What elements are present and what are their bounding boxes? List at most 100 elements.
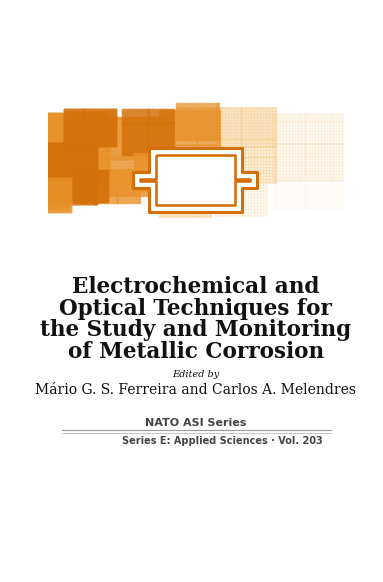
Point	[210, 113, 216, 123]
Point	[91, 129, 97, 138]
Point	[236, 154, 242, 163]
Point	[167, 155, 173, 165]
Point	[55, 118, 61, 127]
Point	[49, 173, 56, 183]
Point	[101, 165, 107, 175]
Point	[178, 188, 184, 197]
Point	[263, 145, 269, 154]
Point	[190, 205, 196, 215]
Point	[80, 167, 87, 176]
Point	[61, 196, 67, 205]
Point	[291, 139, 298, 148]
Point	[216, 109, 222, 118]
Point	[339, 129, 345, 139]
Point	[219, 157, 225, 166]
Point	[216, 183, 222, 193]
Point	[157, 184, 164, 194]
Point	[257, 180, 263, 190]
Point	[104, 167, 110, 176]
Point	[137, 187, 143, 197]
Point	[152, 140, 159, 150]
Point	[204, 125, 210, 134]
Point	[85, 171, 91, 180]
Bar	[149, 148, 242, 212]
Point	[242, 195, 249, 204]
Point	[286, 126, 292, 136]
Point	[271, 166, 277, 175]
Point	[169, 205, 175, 215]
Point	[128, 167, 134, 176]
Point	[327, 126, 333, 136]
Point	[277, 183, 283, 192]
Point	[82, 169, 88, 178]
Point	[204, 191, 210, 200]
Point	[321, 172, 327, 182]
Point	[137, 130, 143, 140]
Point	[128, 190, 134, 200]
Point	[213, 120, 219, 130]
Point	[169, 139, 175, 148]
Point	[219, 109, 225, 118]
Point	[301, 115, 307, 124]
Point	[195, 144, 201, 153]
Point	[85, 187, 91, 196]
Point	[55, 183, 61, 193]
Point	[167, 132, 173, 141]
Point	[163, 119, 169, 128]
Point	[192, 205, 198, 215]
Point	[181, 194, 187, 203]
Point	[254, 198, 260, 207]
Point	[125, 116, 131, 125]
Point	[149, 119, 155, 128]
Point	[239, 145, 246, 154]
Point	[330, 109, 336, 118]
Point	[121, 174, 128, 183]
Point	[283, 140, 289, 149]
Point	[97, 133, 103, 142]
Point	[143, 116, 149, 125]
Point	[58, 189, 64, 198]
Point	[157, 127, 164, 137]
Point	[76, 175, 82, 184]
Point	[146, 143, 152, 152]
Point	[266, 130, 272, 139]
Point	[82, 175, 88, 184]
Point	[225, 154, 231, 163]
Point	[55, 168, 61, 177]
Point	[94, 132, 100, 141]
Point	[91, 137, 97, 147]
Point	[102, 115, 108, 124]
Point	[269, 133, 275, 142]
Point	[181, 147, 187, 156]
Point	[242, 118, 249, 127]
Point	[271, 200, 277, 210]
Point	[283, 109, 289, 118]
Point	[74, 137, 80, 147]
Point	[152, 182, 158, 191]
Point	[137, 126, 144, 135]
Point	[105, 139, 111, 148]
Point	[107, 155, 113, 165]
Point	[137, 168, 144, 177]
Point	[169, 115, 175, 125]
Point	[143, 165, 149, 174]
Point	[166, 182, 172, 191]
Point	[85, 120, 92, 129]
Point	[231, 112, 237, 121]
Point	[286, 129, 292, 139]
Point	[116, 182, 122, 191]
Point	[137, 111, 144, 120]
Point	[107, 122, 113, 131]
Point	[260, 148, 266, 157]
Point	[195, 124, 201, 133]
Point	[112, 137, 118, 147]
Point	[298, 172, 304, 182]
Point	[143, 148, 149, 157]
Point	[248, 192, 254, 201]
Point	[115, 177, 121, 186]
Point	[73, 118, 79, 127]
Point	[160, 211, 166, 221]
Point	[192, 124, 198, 133]
Point	[260, 210, 266, 219]
Point	[97, 162, 103, 171]
